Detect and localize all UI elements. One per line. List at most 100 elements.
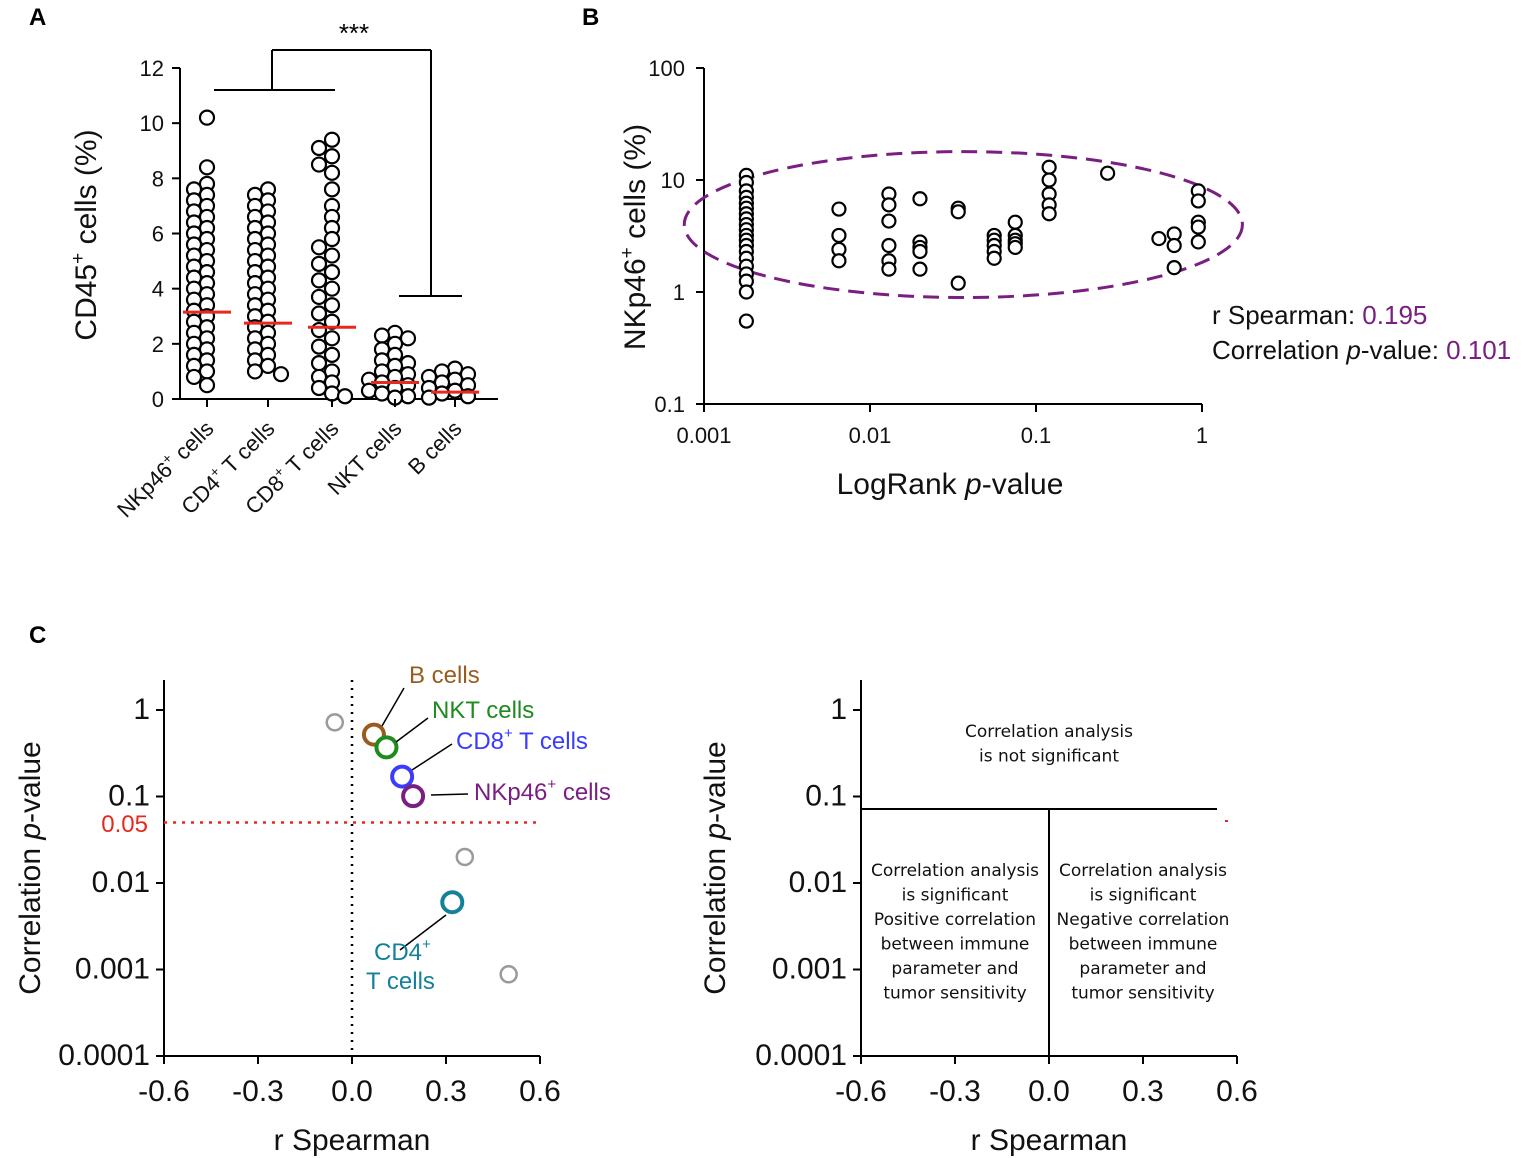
schematic-y-tick: 0.001	[772, 953, 847, 986]
data-point	[246, 363, 264, 380]
data-point	[310, 239, 328, 256]
panel-a-y-ticks: 0 2 4 6 8 10 12	[140, 56, 180, 412]
panel-c-y-tick: 0.01	[92, 866, 150, 899]
schematic-y-tick: 1	[830, 693, 847, 726]
label-nkt-cells: NKT cells	[432, 697, 534, 724]
point-other-2	[455, 847, 475, 867]
data-point	[310, 379, 328, 397]
panel-c-x-tick: 0.3	[425, 1075, 467, 1108]
region-text-line: parameter and	[1079, 959, 1206, 979]
data-point	[310, 156, 328, 173]
data-point	[831, 253, 847, 269]
data-point	[1007, 239, 1023, 256]
point-cd8-t-cells	[390, 764, 415, 789]
data-point	[272, 366, 290, 383]
spearman-stat: r Spearman: 0.195	[1212, 300, 1427, 330]
data-point	[950, 204, 966, 220]
data-point	[310, 288, 328, 306]
threshold-label: 0.05	[101, 811, 148, 838]
region-text-line: tumor sensitivity	[1071, 984, 1214, 1004]
point-nkt-cells	[374, 735, 399, 760]
pvalue-stat: Correlation p-value: 0.101	[1212, 335, 1511, 365]
cluster-ellipse	[682, 150, 1244, 300]
data-point	[310, 272, 328, 289]
significance-bracket	[214, 49, 462, 297]
panel-a-y-tick: 0	[152, 387, 164, 412]
panel-b-label: B	[582, 4, 599, 31]
schematic-y-label: Correlation p-value	[699, 741, 732, 994]
data-point	[1190, 193, 1206, 209]
data-point	[1151, 230, 1167, 247]
panel-b-y-label: NKp46+ cells (%)	[617, 124, 652, 350]
data-point	[259, 357, 277, 374]
region-text-line: Negative correlation	[1057, 910, 1230, 930]
panel-a-y-tick: 4	[152, 277, 164, 302]
region-text-line: is significant	[902, 886, 1009, 906]
data-point	[323, 385, 341, 402]
region-text-line: is not significant	[979, 747, 1119, 767]
schematic-x-ticks: -0.6 -0.3 0.0 0.3 0.6	[835, 1056, 1258, 1108]
panel-c-label: C	[29, 622, 46, 649]
region-negative-correlation: Correlation analysis is significant Negati…	[1057, 861, 1230, 1004]
panel-c-x-ticks: -0.6 -0.3 0.0 0.3 0.6	[138, 1056, 561, 1108]
panel-a-label: A	[29, 4, 46, 31]
data-point	[310, 321, 328, 339]
panel-a-medians	[183, 310, 479, 394]
panel-a-y-tick: 8	[152, 166, 164, 191]
data-point	[310, 305, 328, 322]
panel-b-points	[738, 159, 1206, 329]
data-point	[1041, 206, 1057, 222]
point-other-3	[499, 965, 518, 984]
panel-a-y-tick: 12	[140, 56, 164, 81]
data-point	[831, 227, 847, 244]
panel-a-y-tick: 2	[152, 332, 164, 357]
panel-c-y-tick: 0.0001	[58, 1039, 150, 1072]
panel-b-x-tick: 1	[1196, 423, 1208, 448]
data-point	[738, 313, 754, 329]
data-point	[198, 377, 216, 394]
data-point	[912, 191, 928, 207]
data-point	[881, 213, 897, 229]
data-point	[185, 368, 203, 386]
label-nkp46-cells: NKp46+ cells	[474, 776, 611, 806]
panel-b-x-ticks: 0.001 0.01 0.1 1	[676, 404, 1208, 448]
panel-c-callouts	[381, 687, 469, 951]
data-point	[420, 389, 438, 406]
region-text-line: is significant	[1090, 886, 1197, 906]
data-point	[738, 284, 754, 300]
schematic-y-tick: 0.1	[805, 780, 847, 813]
region-text-line: between immune	[1069, 935, 1218, 955]
panel-b-y-tick: 1	[673, 280, 685, 305]
data-point	[831, 201, 847, 217]
panel-c-x-tick: 0.0	[331, 1075, 373, 1108]
data-point	[310, 255, 328, 272]
data-point	[912, 243, 928, 260]
data-point	[360, 382, 378, 399]
panel-c-y-tick: 0.001	[75, 953, 150, 986]
panel-c-x-tick: -0.6	[138, 1075, 190, 1108]
data-point	[881, 237, 897, 254]
panel-c-schematic: 0.0001 0.001 0.01 0.1 1 -0.6 -0.3 0.0 0.3 0.6 Co…	[699, 680, 1258, 1157]
data-point	[198, 159, 216, 176]
data-point	[198, 363, 216, 380]
data-point	[950, 275, 966, 291]
data-point	[323, 131, 341, 148]
panel-c-y-tick: 0.1	[108, 780, 150, 813]
panel-a-y-tick: 10	[140, 111, 164, 136]
significance-stars: ***	[339, 18, 369, 48]
region-text-line: Correlation analysis	[965, 722, 1133, 742]
data-point	[912, 261, 928, 277]
point-other-1	[325, 713, 345, 732]
panel-b-x-tick: 0.1	[1021, 423, 1052, 448]
data-point	[1041, 159, 1057, 175]
region-text-line: tumor sensitivity	[883, 984, 1026, 1004]
panel-a-y-tick: 6	[152, 222, 164, 247]
schematic-x-label: r Spearman	[971, 1124, 1128, 1157]
data-point	[399, 388, 417, 405]
schematic-x-tick: -0.6	[835, 1075, 887, 1108]
panel-a-y-label: CD45+ cells (%)	[68, 129, 103, 340]
panel-b-y-ticks: 0.1 1 10 100	[648, 56, 704, 417]
panel-b-x-tick: 0.01	[849, 423, 892, 448]
data-point	[1007, 214, 1023, 230]
